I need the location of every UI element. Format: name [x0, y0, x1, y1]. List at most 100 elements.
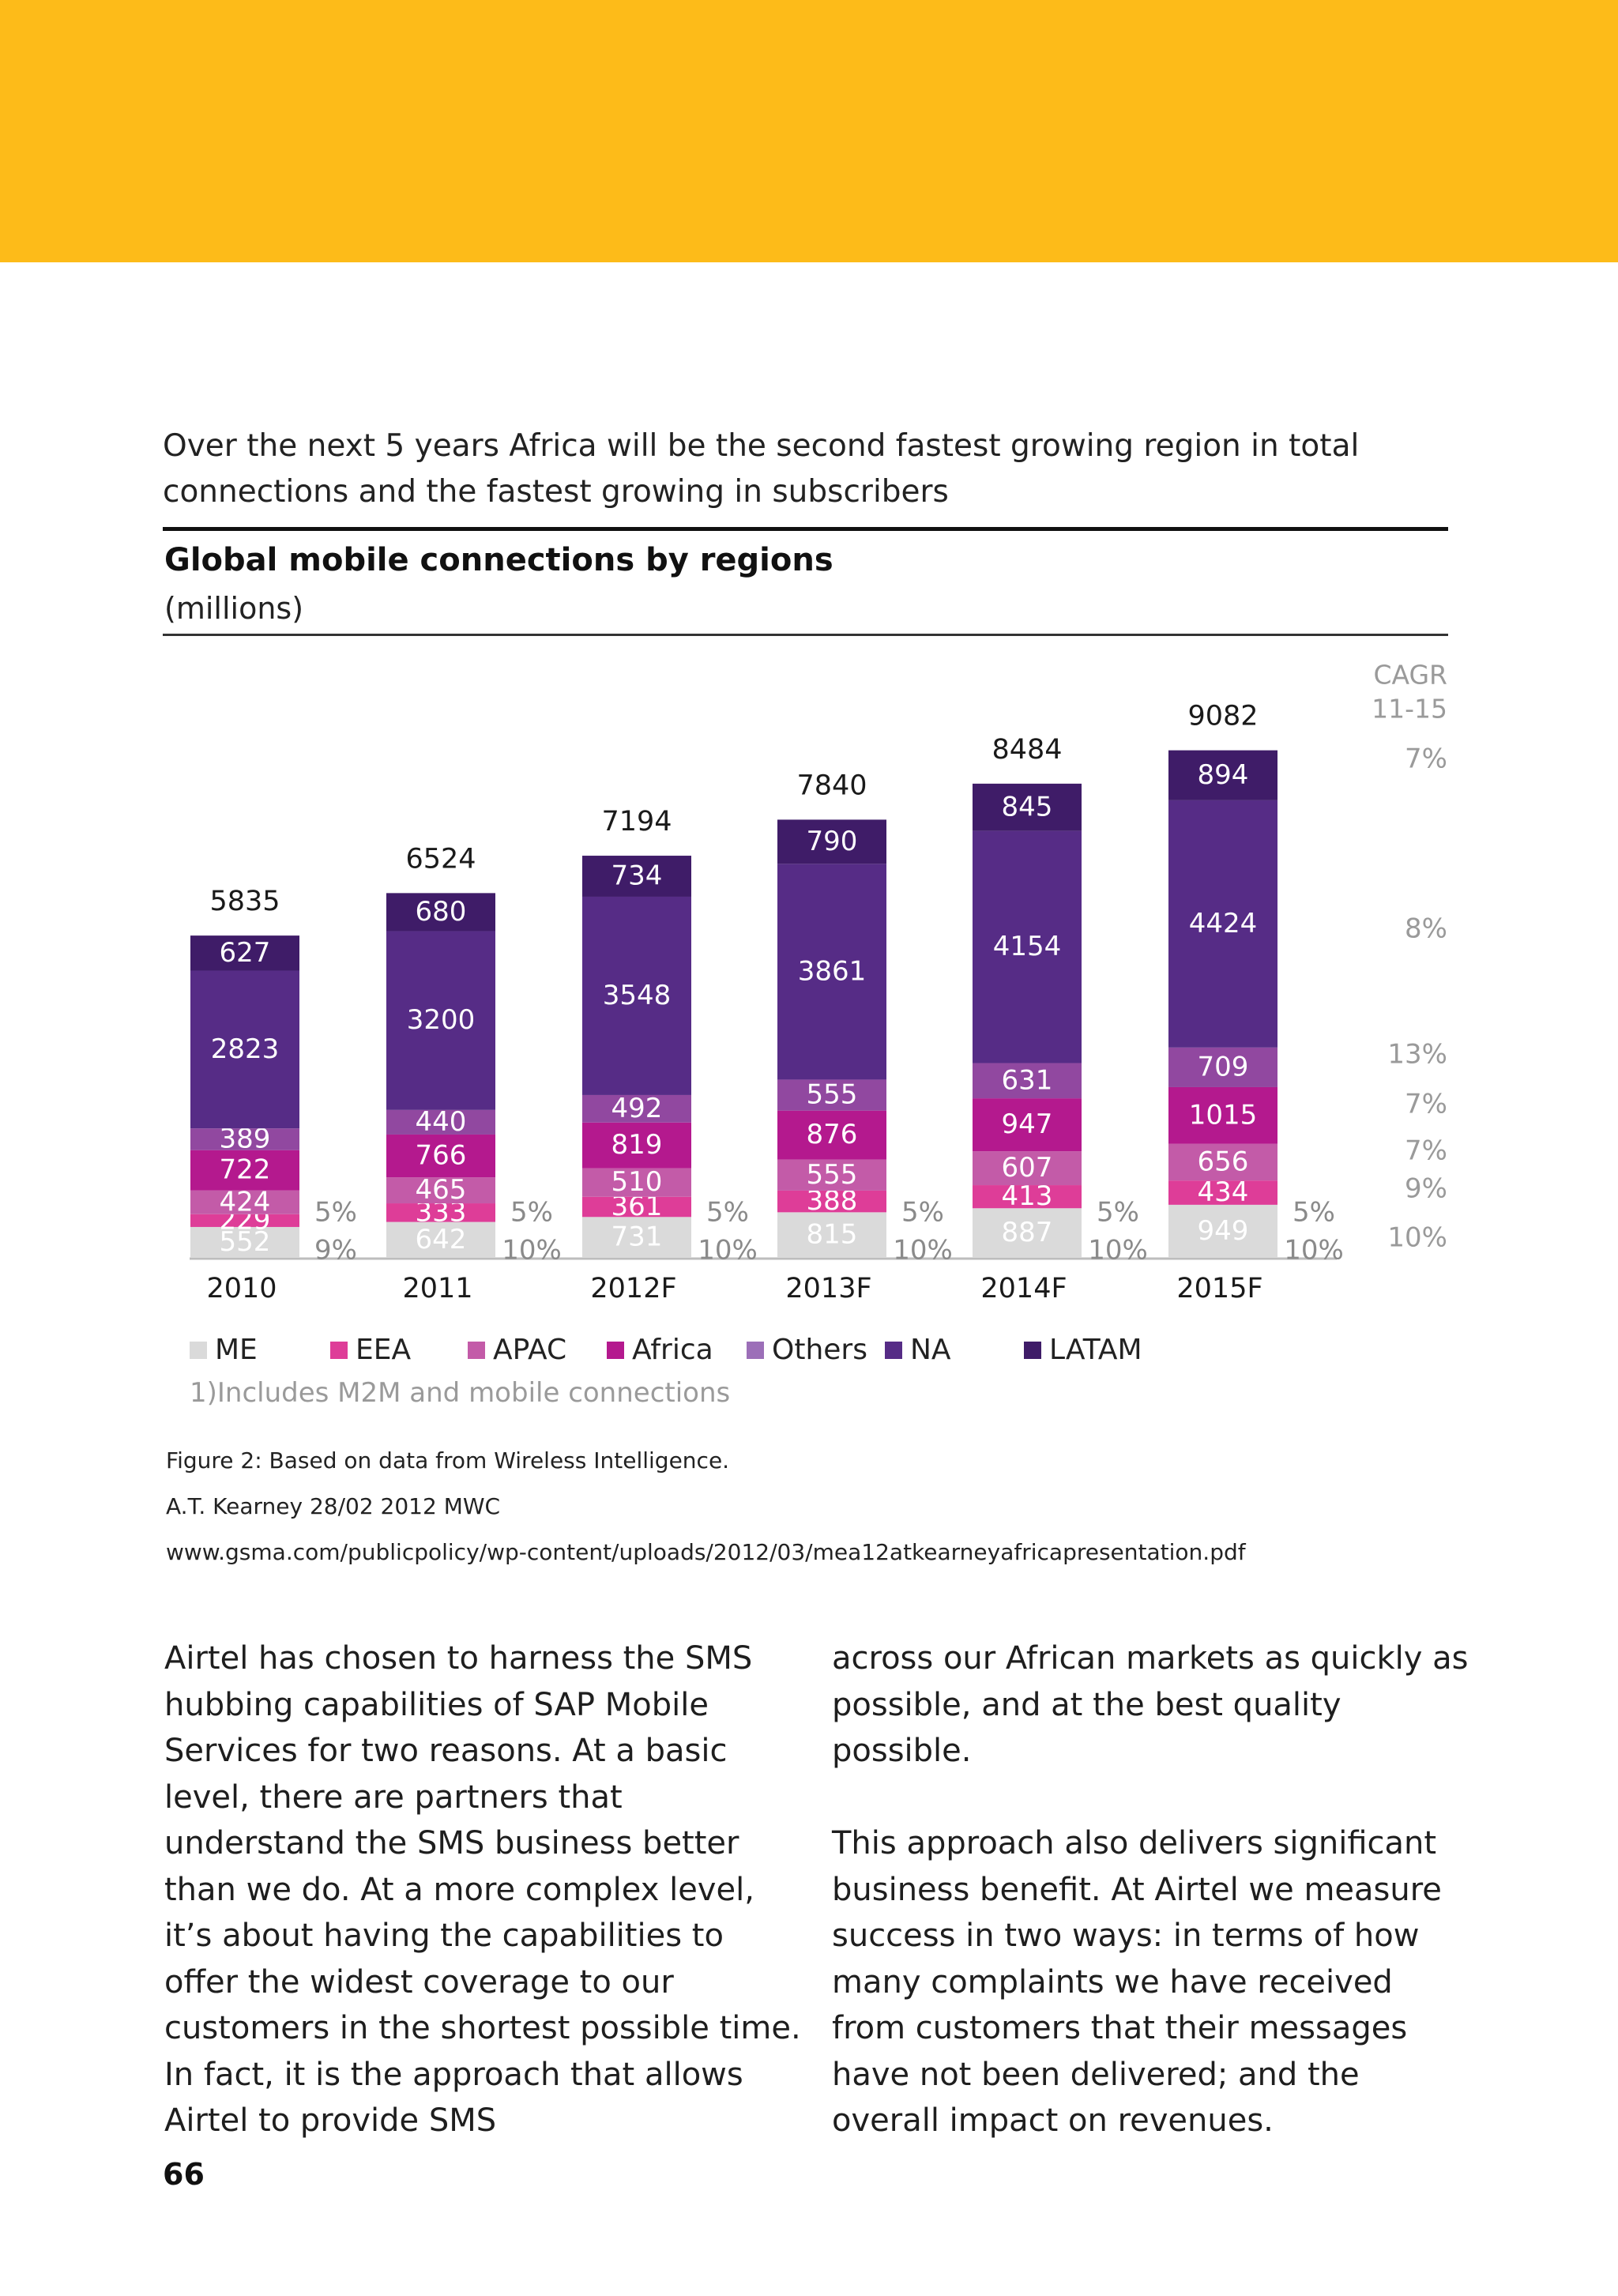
data-label: 607	[1002, 1152, 1053, 1184]
total-label: 5835	[209, 886, 280, 917]
bar-segment-eea	[582, 1196, 691, 1218]
data-label: 552	[220, 1226, 271, 1258]
total-label: 6524	[405, 843, 476, 875]
data-label: 555	[807, 1159, 858, 1191]
total-label: 8484	[991, 734, 1062, 766]
data-label: 2823	[211, 1033, 280, 1065]
cagr-value: 7%	[1405, 1135, 1447, 1167]
data-label: 731	[611, 1221, 663, 1253]
category-label: 2011	[402, 1273, 472, 1304]
bar-segment-apac	[582, 1168, 691, 1197]
legend-label: APAC	[493, 1334, 567, 1366]
legend-item-eea: EEA	[330, 1334, 411, 1366]
category-label: 2013F	[785, 1273, 871, 1304]
data-label: 876	[807, 1119, 858, 1150]
bar-segment-latam	[386, 893, 495, 932]
data-label: 3200	[407, 1004, 476, 1036]
bar-segment-na	[1168, 800, 1277, 1048]
bar-segment-others	[582, 1094, 691, 1123]
data-label: 887	[1002, 1217, 1053, 1248]
cagr-value: 7%	[1405, 1089, 1447, 1120]
bar-segment-eea	[190, 1214, 299, 1227]
data-label: 815	[807, 1219, 858, 1251]
data-label: 734	[611, 860, 663, 892]
bar-segment-na	[190, 970, 299, 1129]
bar-segment-me	[190, 1226, 299, 1258]
category-label: 2010	[206, 1273, 277, 1304]
side-percent-lower: 10%	[698, 1235, 758, 1267]
legend-swatch	[468, 1341, 485, 1359]
divider-thick	[163, 527, 1448, 531]
data-label: 947	[1002, 1108, 1053, 1140]
bar-segment-latam	[973, 783, 1082, 831]
data-label: 4424	[1189, 908, 1258, 939]
data-label: 424	[220, 1186, 271, 1218]
cagr-value: 7%	[1405, 743, 1447, 775]
side-percent-lower: 10%	[893, 1235, 953, 1267]
bar-segment-apac	[1168, 1143, 1277, 1181]
cagr-value: 10%	[1387, 1222, 1447, 1254]
legend-item-na: NA	[885, 1334, 951, 1366]
data-label: 3548	[603, 980, 672, 1011]
category-label: 2012F	[590, 1273, 676, 1304]
data-label: 510	[611, 1166, 663, 1198]
side-percent-upper: 5%	[1097, 1197, 1139, 1229]
side-percent-upper: 5%	[901, 1197, 944, 1229]
data-label: 3861	[798, 955, 867, 987]
data-label: 631	[1002, 1064, 1053, 1096]
category-label: 2014F	[980, 1273, 1067, 1304]
bar-segment-latam	[582, 856, 691, 897]
bar-segment-apac	[386, 1177, 495, 1204]
data-label: 465	[416, 1174, 467, 1206]
side-percent-upper: 5%	[706, 1197, 749, 1229]
source-line-2: A.T. Kearney 28/02 2012 MWC	[166, 1493, 501, 1519]
bar-segment-latam	[777, 819, 886, 864]
total-label: 9082	[1187, 701, 1258, 732]
total-label: 7840	[796, 770, 867, 801]
bar-segment-africa	[582, 1122, 691, 1169]
data-label: 627	[220, 937, 271, 969]
bar-segment-others	[777, 1079, 886, 1111]
data-label: 434	[1198, 1176, 1249, 1208]
bar-segment-africa	[1168, 1086, 1277, 1144]
data-label: 413	[1002, 1180, 1053, 1212]
side-percent-upper: 5%	[1293, 1197, 1335, 1229]
data-label: 790	[807, 826, 858, 857]
legend-label: Africa	[632, 1334, 713, 1366]
bar-segment-na	[777, 864, 886, 1080]
bar-segment-apac	[777, 1159, 886, 1191]
total-label: 7194	[601, 806, 672, 837]
chart-unit: (millions)	[164, 591, 304, 626]
body-column-left: Airtel has chosen to harness the SMS hub…	[164, 1635, 804, 2190]
legend-swatch	[885, 1341, 902, 1359]
legend-swatch	[747, 1341, 764, 1359]
data-label: 656	[1198, 1146, 1249, 1177]
side-percent-lower: 10%	[1088, 1235, 1148, 1267]
bar-segment-others	[386, 1109, 495, 1135]
legend-label: EEA	[356, 1334, 412, 1366]
bar-segment-latam	[1168, 750, 1277, 800]
bar-segment-africa	[190, 1150, 299, 1191]
body-column-right: across our African markets as quickly as…	[832, 1635, 1472, 2190]
legend-item-apac: APAC	[468, 1334, 566, 1366]
bar-segment-others	[190, 1128, 299, 1150]
source-line-3: www.gsma.com/publicpolicy/wp-content/upl…	[166, 1539, 1246, 1565]
bar-segment-eea	[386, 1203, 495, 1222]
data-label: 492	[611, 1093, 663, 1124]
header-banner	[0, 0, 1618, 262]
bar-segment-me	[973, 1208, 1082, 1258]
data-label: 1015	[1189, 1099, 1258, 1131]
side-percent-lower: 9%	[314, 1235, 357, 1267]
legend-label: ME	[215, 1334, 258, 1366]
bar-segment-africa	[777, 1110, 886, 1160]
divider-thin	[163, 634, 1448, 636]
bar-segment-apac	[190, 1190, 299, 1214]
cagr-header: 11-15	[1372, 694, 1447, 725]
legend-label: NA	[910, 1334, 951, 1366]
bar-segment-na	[386, 931, 495, 1110]
data-label: 555	[807, 1079, 858, 1111]
data-label: 949	[1198, 1215, 1249, 1247]
body-paragraph: across our African markets as quickly as…	[832, 1640, 1469, 1769]
headline: Over the next 5 years Africa will be the…	[163, 428, 1360, 510]
bar-segment-others	[1168, 1047, 1277, 1087]
